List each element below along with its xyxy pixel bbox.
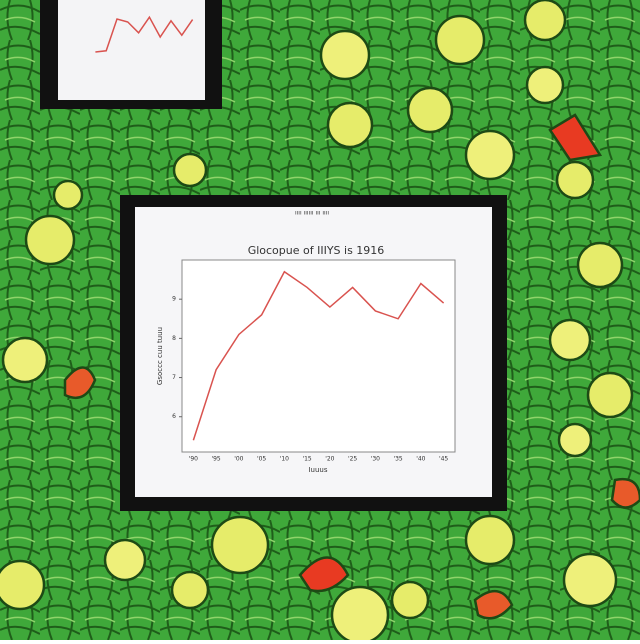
data-line bbox=[192, 270, 445, 441]
x-tick-label: '25 bbox=[348, 456, 357, 463]
y-axis-label: Gsoccc cuu tuuu bbox=[156, 327, 164, 385]
data-line bbox=[95, 15, 194, 53]
x-tick-label: '10 bbox=[280, 456, 289, 463]
x-tick-label: '35 bbox=[393, 456, 402, 463]
x-tick-label: '05 bbox=[257, 456, 266, 463]
x-tick-label: '90 bbox=[189, 456, 198, 463]
plot-area bbox=[181, 259, 456, 453]
y-tick-label: 7 bbox=[172, 374, 176, 381]
x-axis-label: Iuuus bbox=[308, 466, 327, 474]
x-tick-label: '45 bbox=[439, 456, 448, 463]
x-tick-label: '95 bbox=[211, 456, 220, 463]
chart-title: Glocopue of IIIYS is 1916 bbox=[248, 244, 385, 257]
y-tick-label: 9 bbox=[172, 296, 176, 303]
subtitle: ıııı ıııııı ııı ıııı bbox=[295, 210, 329, 217]
y-tick-label: 8 bbox=[172, 335, 176, 342]
x-tick-label: '20 bbox=[325, 456, 334, 463]
x-tick-label: '15 bbox=[302, 456, 311, 463]
x-tick-label: '00 bbox=[234, 456, 243, 463]
x-tick-label: '30 bbox=[371, 456, 380, 463]
small-panel bbox=[58, 0, 205, 100]
y-tick-label: 6 bbox=[172, 413, 176, 420]
x-tick-label: '40 bbox=[416, 456, 425, 463]
